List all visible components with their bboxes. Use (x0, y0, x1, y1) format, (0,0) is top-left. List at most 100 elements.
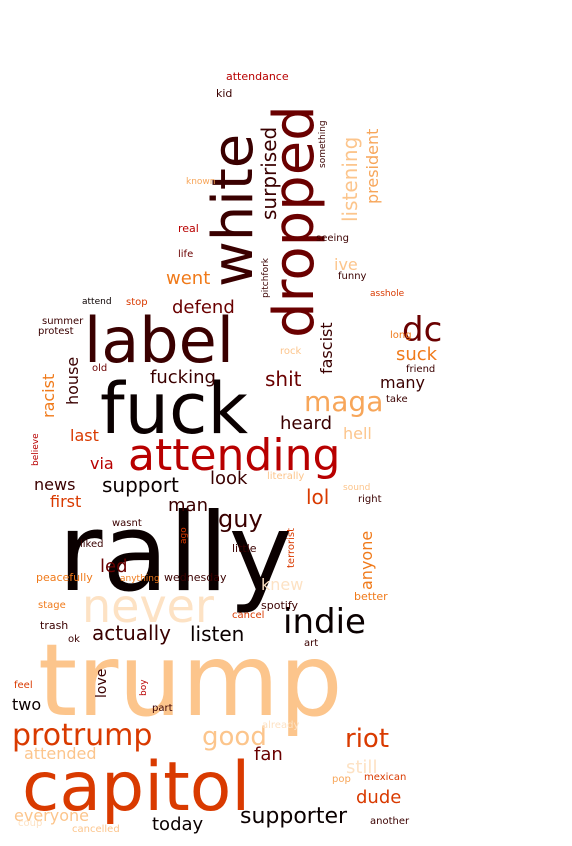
word-seeing: seeing (316, 233, 349, 244)
word-attend: attend (82, 297, 112, 307)
word-anyone: anyone (357, 531, 376, 590)
word-lol: lol (306, 485, 329, 509)
word-spotify: spotify (261, 599, 298, 612)
word-dude: dude (356, 787, 401, 808)
word-led: led (100, 556, 128, 577)
word-mexican: mexican (364, 772, 406, 783)
word-stage: stage (38, 600, 66, 611)
word-pop: pop (332, 774, 351, 785)
word-heard: heard (280, 413, 332, 434)
word-trash: trash (40, 619, 68, 632)
word-trump: trump (38, 622, 343, 739)
word-attending: attending (128, 430, 340, 481)
word-real: real (178, 222, 199, 235)
word-president: president (363, 129, 382, 204)
word-feel: feel (14, 680, 33, 691)
word-long: long (390, 330, 412, 341)
word-sound: sound (343, 483, 370, 493)
word-everyone: everyone (14, 806, 89, 825)
word-shit: shit (265, 367, 302, 391)
word-wednesday: wednesday (164, 571, 227, 584)
word-life: life (178, 249, 193, 260)
word-listening: listening (338, 137, 362, 222)
word-white: white (201, 134, 266, 287)
word-ive: ive (334, 255, 358, 274)
word-indie: indie (283, 602, 366, 642)
word-fuck: fuck (100, 368, 248, 450)
word-news: news (34, 475, 75, 494)
word-ok: ok (68, 634, 80, 645)
word-attendance: attendance (226, 70, 289, 83)
word-today: today (152, 814, 204, 835)
word-went: went (166, 268, 210, 289)
word-fucking: fucking (150, 367, 216, 388)
word-first: first (50, 492, 81, 511)
word-something: something (318, 120, 328, 168)
word-guy: guy (218, 505, 263, 533)
word-label: label (84, 304, 234, 377)
word-fascist: fascist (317, 322, 336, 374)
word-protrump: protrump (12, 718, 152, 753)
word-dropped: dropped (262, 105, 327, 338)
word-defend: defend (172, 297, 235, 318)
word-boy: boy (139, 679, 149, 696)
word-art: art (304, 638, 318, 649)
word-attended: attended (24, 744, 97, 763)
word-terrorist: terrorist (286, 528, 297, 568)
word-still: still (346, 757, 377, 778)
word-another: another (370, 816, 410, 827)
word-friend: friend (406, 364, 435, 375)
word-good: good (202, 722, 267, 752)
word-ago: ago (179, 527, 189, 544)
word-hell: hell (343, 424, 372, 443)
word-peacefully: peacefully (36, 571, 93, 584)
word-surprised: surprised (257, 127, 281, 220)
word-pitchfork: pitchfork (261, 257, 271, 298)
word-funny: funny (338, 271, 367, 282)
word-knew: knew (261, 575, 303, 594)
word-supporter: supporter (240, 804, 348, 829)
word-wasnt: wasnt (112, 518, 142, 529)
word-man: man (168, 495, 208, 516)
word-capitol: capitol (22, 748, 250, 827)
word-suck: suck (396, 344, 438, 365)
word-believe: believe (31, 433, 41, 466)
word-listen: listen (190, 622, 244, 646)
word-two: two (12, 695, 41, 714)
word-literally: literally (267, 471, 304, 482)
word-take: take (386, 394, 408, 405)
word-racist: racist (39, 374, 58, 418)
word-last: last (70, 426, 99, 445)
word-love: love (94, 669, 110, 698)
word-anything: anything (120, 574, 160, 584)
word-protest: protest (38, 326, 74, 337)
word-via: via (90, 454, 114, 473)
word-fan: fan (254, 744, 283, 765)
word-stop: stop (126, 297, 148, 308)
word-rally: rally (58, 491, 293, 616)
word-coup: coup (18, 818, 42, 829)
word-part: part (152, 703, 173, 714)
word-liked: liked (80, 539, 104, 550)
word-known: known (186, 177, 216, 187)
word-many: many (380, 373, 425, 392)
word-old: old (92, 363, 107, 374)
word-right: right (358, 494, 382, 505)
word-actually: actually (92, 621, 171, 645)
word-house: house (63, 357, 82, 405)
word-never: never (82, 579, 214, 633)
word-summer: summer (42, 316, 84, 327)
word-riot: riot (345, 724, 389, 754)
word-kid: kid (216, 87, 232, 100)
word-better: better (354, 590, 388, 603)
word-cancelled: cancelled (72, 824, 120, 835)
word-support: support (102, 473, 179, 497)
word-little: little (232, 542, 257, 555)
word-asshole: asshole (370, 289, 405, 299)
word-dc: dc (402, 310, 442, 350)
word-maga: maga (304, 385, 383, 418)
word-rock: rock (280, 346, 302, 357)
word-cancel: cancel (232, 610, 264, 621)
word-look: look (210, 468, 248, 489)
